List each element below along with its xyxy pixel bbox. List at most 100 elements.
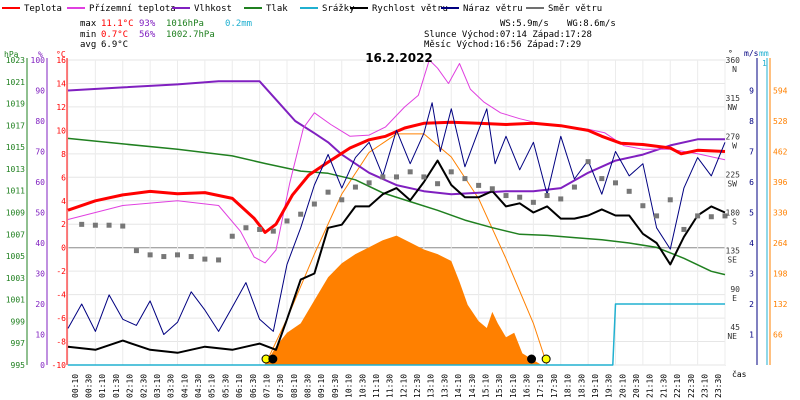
wind-direction-point [462, 176, 468, 182]
humidity-tick-label: 70 [35, 148, 45, 157]
wind-direction-point [366, 180, 372, 186]
pressure-tick-label: 1007 [6, 230, 25, 239]
temperature-tick-label: -2 [56, 267, 66, 276]
grid [67, 59, 726, 366]
data-series [67, 59, 728, 366]
humidity-tick-label: 80 [35, 117, 45, 126]
time-tick-label: 17:30 [550, 374, 559, 398]
axes: hPa1023102110191017101510131011100910071… [4, 49, 788, 398]
solar-series [264, 133, 548, 366]
time-tick-label: 14:10 [454, 374, 463, 398]
time-tick-label: 20:10 [618, 374, 627, 398]
direction-tick-value: 180 [726, 209, 741, 218]
direction-tick-value: 45 [730, 323, 740, 332]
stats-wind-speed: WS:5.9m/s [500, 19, 549, 29]
legend-label: Náraz větru [463, 4, 523, 14]
time-tick-label: 19:30 [605, 374, 614, 398]
pressure-line [67, 137, 726, 276]
stats-max-hum: 93% [139, 19, 156, 29]
wind-direction-point [599, 176, 605, 182]
wind-direction-point [188, 254, 194, 260]
time-tick-label: 23:10 [701, 374, 710, 398]
time-tick-label: 01:10 [98, 374, 107, 398]
solar-theoretical-line [264, 133, 548, 366]
legend-label: Teplota [24, 4, 62, 14]
temperature-tick-label: -10 [52, 361, 67, 370]
time-tick-label: 15:10 [482, 374, 491, 398]
time-tick-label: 11:10 [372, 374, 381, 398]
temperature-tick-label: 6 [61, 173, 66, 182]
ground-temperature-line [67, 59, 726, 264]
wind-direction-point [229, 233, 235, 239]
direction-tick-compass: SW [727, 179, 737, 188]
stats-min-press: 1002.7hPa [166, 30, 215, 40]
time-tick-label: 17:10 [536, 374, 545, 398]
wind-tick-label: 1 [749, 331, 754, 340]
temperature-tick-label: 0 [61, 244, 66, 253]
time-tick-label: 09:10 [317, 374, 326, 398]
time-tick-label: 06:30 [249, 374, 258, 398]
time-tick-label: 21:10 [646, 374, 655, 398]
wind-tick-label: 6 [749, 178, 754, 187]
wind-direction-point [284, 218, 290, 224]
wind-direction-point [489, 186, 495, 192]
humidity-tick-label: 10 [35, 331, 45, 340]
wind-direction-point [558, 196, 564, 202]
temperature-axis-unit: °C [56, 50, 66, 59]
direction-tick-value: 315 [726, 94, 741, 103]
wind-direction-point [407, 169, 413, 175]
stats-max-label: max [80, 19, 97, 29]
direction-tick-compass: S [732, 218, 737, 227]
wind-direction-point [298, 211, 304, 217]
wind-axis-unit: m/s [744, 49, 759, 58]
solar-tick-label: 132 [773, 300, 788, 309]
rain-tick-label: 1 [762, 59, 767, 68]
time-tick-label: 08:30 [304, 374, 313, 398]
wind-tick-label: 3 [749, 270, 754, 279]
direction-tick-value: 360 [726, 56, 741, 65]
pressure-tick-label: 1019 [6, 100, 25, 109]
wind-tick-label: 5 [749, 209, 754, 218]
pressure-tick-label: 999 [11, 317, 26, 326]
humidity-tick-label: 30 [35, 270, 45, 279]
time-axis-label: čas [732, 369, 747, 379]
time-tick-label: 12:10 [399, 374, 408, 398]
time-tick-label: 02:10 [126, 374, 135, 398]
stats-max-press: 1016hPa [166, 19, 204, 29]
legend-label: Směr větru [548, 4, 602, 14]
direction-tick-compass: E [732, 294, 737, 303]
wind-tick-label: 2 [749, 300, 754, 309]
stats-max-rain: 0.2mm [225, 19, 252, 29]
stats-panel: max 11.1°C 93% 1016hPa 0.2mm min 0.7°C 5… [80, 19, 616, 50]
wind-direction-point [120, 223, 126, 229]
humidity-axis-unit: % [38, 50, 43, 59]
time-tick-label: 04:30 [194, 374, 203, 398]
time-tick-label: 10:30 [358, 374, 367, 398]
wind-tick-label: 8 [749, 117, 754, 126]
wind-direction-point [92, 222, 98, 228]
direction-tick-compass: NE [727, 332, 737, 341]
humidity-tick-label: 50 [35, 209, 45, 218]
temperature-tick-label: 16 [56, 56, 66, 65]
wind-direction-point [202, 256, 208, 262]
time-tick-label: 16:10 [509, 374, 518, 398]
time-tick-label: 22:30 [687, 374, 696, 398]
wind-direction-point [106, 222, 112, 228]
legend-label: Rychlost větru [372, 4, 448, 14]
time-tick-label: 05:30 [221, 374, 230, 398]
wind-direction-point [325, 189, 331, 195]
time-tick-label: 18:30 [577, 374, 586, 398]
stats-min-temp: 0.7°C [101, 30, 128, 40]
humidity-line [67, 80, 725, 196]
legend-label: Srážky [322, 4, 355, 14]
wind-direction-point [517, 194, 523, 200]
temperature-tick-label: 14 [56, 79, 66, 88]
wind-direction-point [503, 193, 509, 199]
solar-tick-label: 462 [773, 148, 788, 157]
humidity-tick-label: 90 [35, 87, 45, 96]
time-tick-label: 02:30 [139, 374, 148, 398]
time-tick-label: 03:10 [153, 374, 162, 398]
wind-direction-point [695, 213, 701, 219]
direction-tick-compass: SE [727, 256, 737, 265]
